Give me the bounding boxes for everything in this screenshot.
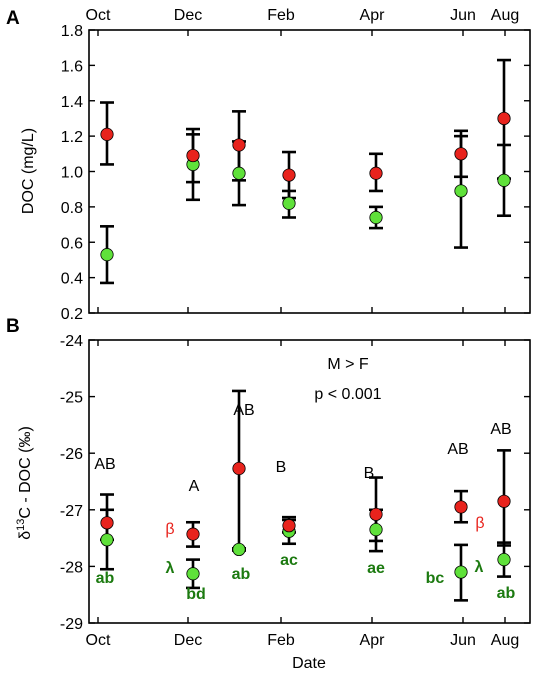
panel-b-y-axis-title-superscript: 13 [15, 519, 27, 531]
panel-a-y-tick-label: 1.4 [61, 94, 83, 111]
greek-label-beta: β [475, 515, 484, 532]
panel-a-point-green [454, 184, 468, 198]
panel-a-point-red [232, 138, 246, 152]
panel-a-x-tick-label: Jun [450, 7, 476, 24]
panel-b-y-tick-label: -27 [60, 503, 83, 520]
panel-a-y-ticks: 0.2 0.4 0.6 0.8 1.0 1.2 1.4 1.6 1.8 [61, 23, 530, 323]
panel-b-x-tick-label: Feb [267, 632, 295, 649]
panel-a-point-red [497, 111, 511, 126]
panel-a-frame [88, 29, 531, 314]
panel-b-point-green [454, 565, 468, 579]
panel-b-point-red [100, 516, 114, 530]
panel-a-x-tick-label: Aug [491, 7, 519, 24]
panel-b-x-tick-label: Dec [174, 632, 202, 649]
panel-b-x-ticks: Oct Dec Feb Apr Jun Aug [86, 340, 519, 649]
panel-b-x-tick-label: Aug [491, 632, 519, 649]
panel-a-y-tick-label: 0.4 [61, 271, 83, 288]
panel-a-point-green [232, 166, 246, 180]
panel-a-y-tick-label: 0.2 [61, 306, 83, 323]
panel-b-group-labels: AB ab Abd β λ AB ab Bac Bae AB bc β λ AB ab [94, 402, 515, 603]
panel-b-label: B [6, 316, 20, 337]
panel-b-x-tick-label: Apr [360, 632, 386, 649]
group-label-lower: bc [426, 570, 445, 587]
group-label-upper: B [364, 465, 375, 482]
panel-b-y-tick-label: -24 [60, 333, 83, 350]
stat-annotation-line-2: p < 0.001 [314, 386, 381, 403]
group-label-lower: ab [497, 585, 516, 602]
panel-a-point-red [282, 168, 296, 182]
greek-label-lambda: λ [166, 560, 175, 577]
panel-a-x-tick-label: Apr [360, 7, 386, 24]
panel-a-label: A [6, 8, 20, 29]
group-label-upper: B [276, 459, 287, 476]
group-label-lower: ab [232, 566, 251, 583]
panel-b-point-red [497, 494, 511, 508]
panel-b-y-ticks: -29 -28 -27 -26 -25 -24 [60, 333, 530, 633]
panel-a-marks [100, 58, 511, 285]
panel-b-y-tick-label: -29 [60, 616, 83, 633]
greek-label-beta: β [165, 521, 174, 538]
panel-b-point-green [186, 567, 200, 581]
panel-b-point-green [369, 523, 383, 537]
panel-a-y-tick-label: 0.8 [61, 200, 83, 217]
panel-b-point-green [497, 553, 511, 567]
group-label-lower: ae [367, 560, 385, 577]
panel-b-marks [100, 389, 511, 602]
group-label-upper: AB [94, 456, 115, 473]
panel-a-y-tick-label: 1.0 [61, 165, 83, 182]
group-label-upper: AB [233, 402, 254, 419]
panel-b-point-red [369, 507, 383, 521]
panel-a-point-red [454, 147, 468, 161]
panel-b-point-green [232, 542, 246, 557]
panel-b-point-red [232, 461, 246, 476]
panel-b-x-tick-label: Oct [86, 632, 111, 649]
group-label-upper: AB [447, 441, 468, 458]
panel-b-y-tick-label: -25 [60, 390, 83, 407]
panel-b-y-axis-title: δ13C - DOC (‰) [15, 426, 34, 540]
panel-b-y-axis-title-rest: C - DOC (‰) [17, 426, 34, 518]
group-label-lower: bd [186, 586, 206, 603]
stat-annotation-line-1: M > F [327, 356, 369, 373]
panel-a-point-green [497, 173, 511, 187]
panel-a-point-green [100, 248, 114, 262]
panel-a-y-tick-label: 1.2 [61, 129, 83, 146]
panel-b-point-red [186, 527, 200, 541]
panel-a-x-ticks: Oct Dec Feb Apr Jun Aug [86, 7, 519, 313]
panel-b-x-axis-title: Date [292, 655, 326, 672]
panel-a-point-red [186, 148, 200, 163]
panel-a-point-green [282, 196, 296, 210]
panel-a-x-tick-label: Dec [174, 7, 202, 24]
panel-a-point-red [100, 127, 114, 141]
panel-a-y-tick-label: 1.6 [61, 58, 83, 75]
panel-b-y-axis-title-delta: δ [17, 531, 34, 540]
panel-a-x-tick-label: Oct [86, 7, 111, 24]
panel-b-point-green [100, 533, 114, 547]
panel-a-point-red [369, 166, 383, 180]
panel-a-y-tick-label: 1.8 [61, 23, 83, 40]
panel-b-y-tick-label: -28 [60, 559, 83, 576]
group-label-upper: A [189, 478, 200, 495]
panel-a-x-tick-label: Feb [267, 7, 295, 24]
panel-b-point-red [454, 500, 468, 514]
greek-label-lambda: λ [475, 559, 484, 576]
panel-b-x-tick-label: Jun [450, 632, 476, 649]
group-label-lower: ac [280, 552, 298, 569]
panel-b-point-red [282, 519, 296, 533]
panel-a-y-tick-label: 0.6 [61, 235, 83, 252]
panel-b-y-tick-label: -26 [60, 446, 83, 463]
group-label-lower: ab [96, 570, 115, 587]
panel-b-frame [88, 339, 531, 624]
panel-a-point-green [369, 210, 383, 225]
group-label-upper: AB [490, 421, 511, 438]
panel-a-y-axis-title: DOC (mg/L) [20, 128, 37, 214]
